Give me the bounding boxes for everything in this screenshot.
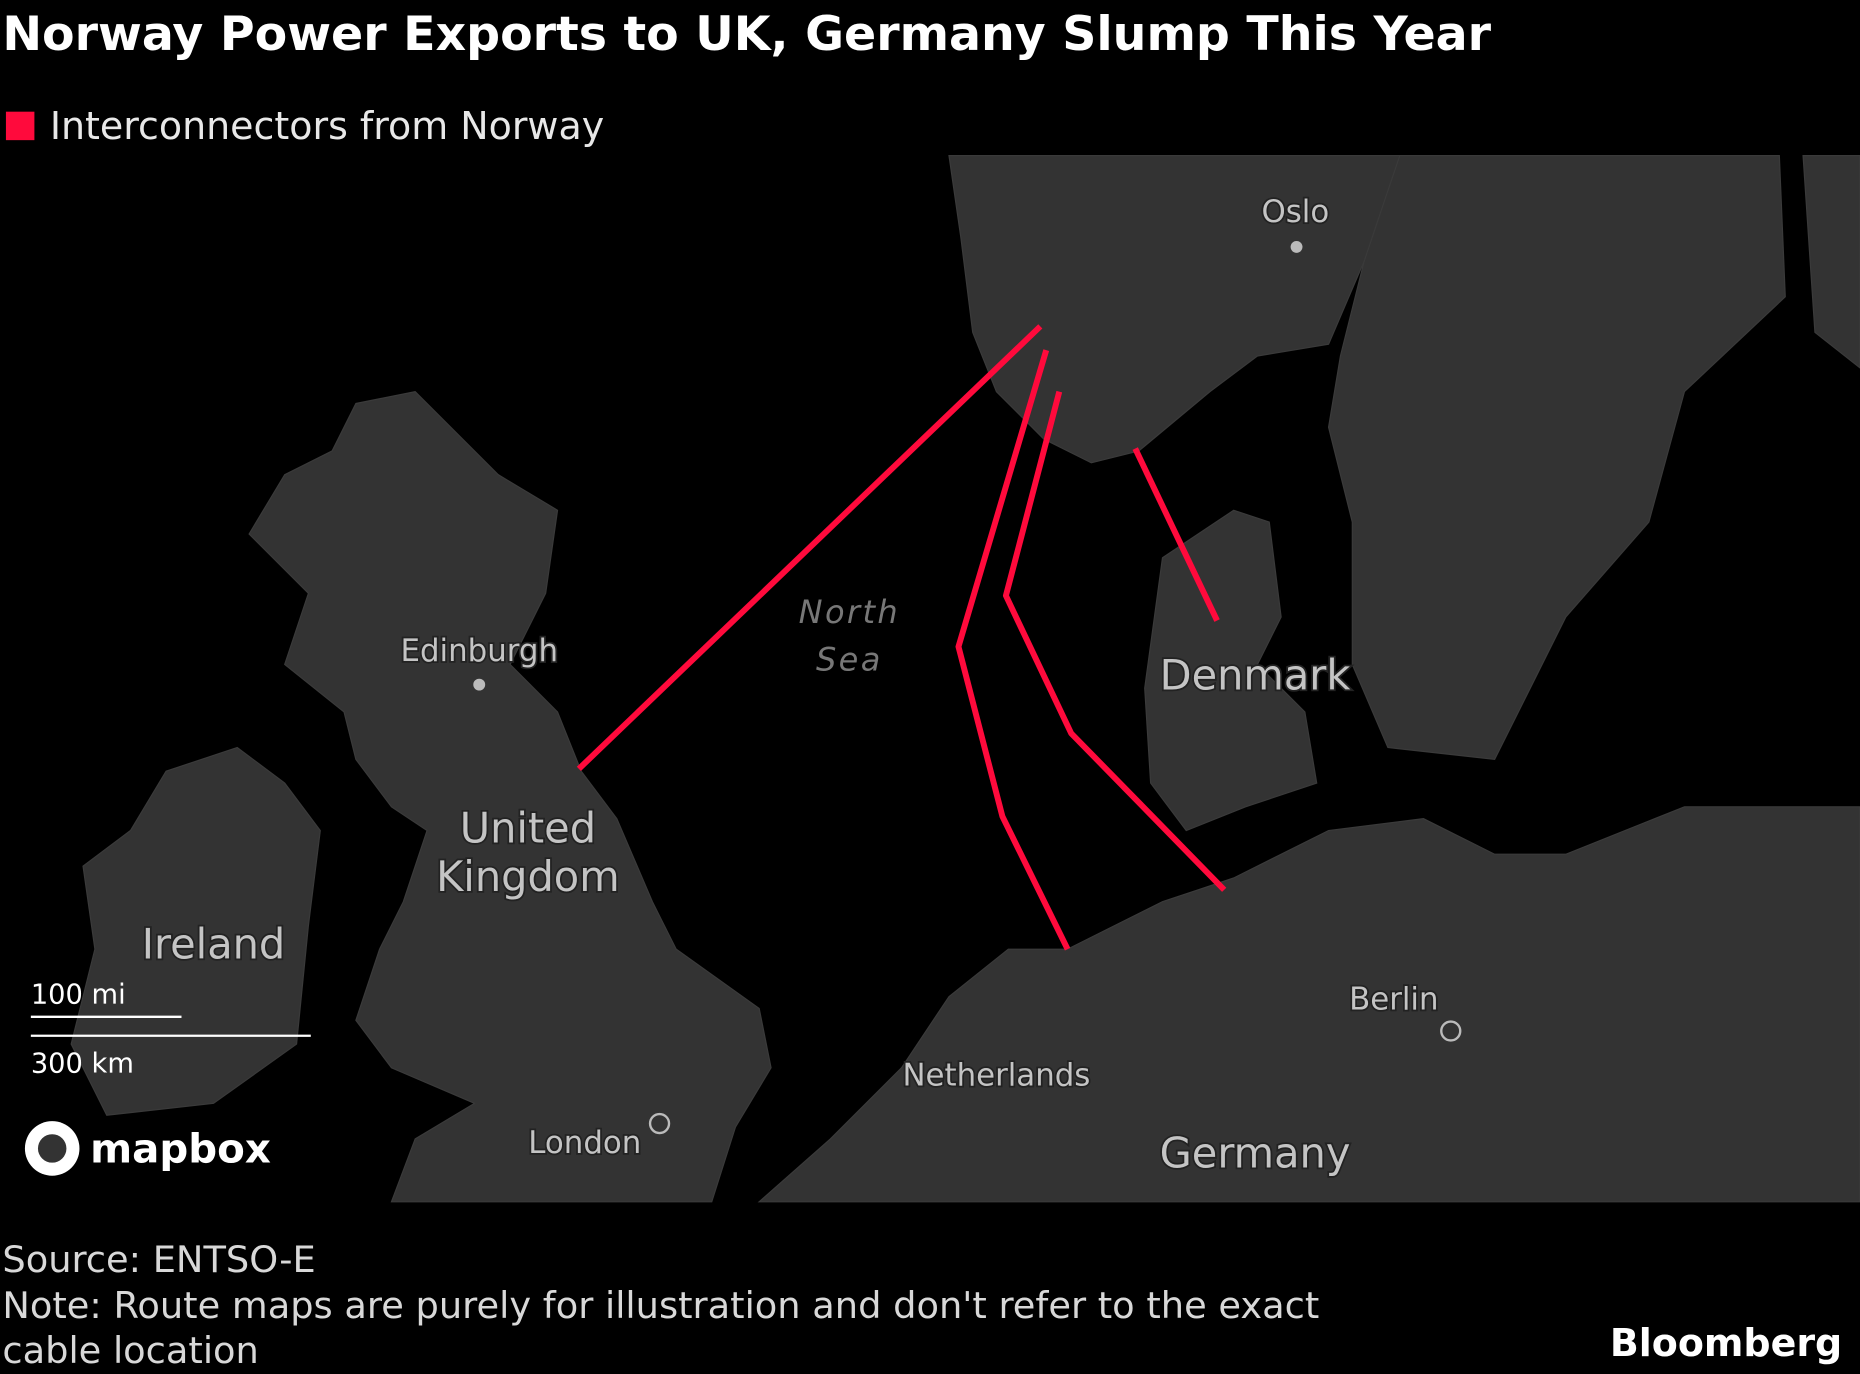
city-dot	[1290, 240, 1303, 253]
cable-uk	[576, 324, 1043, 771]
legend-label: Interconnectors from Norway	[50, 104, 604, 148]
cable-germany	[1002, 390, 1227, 892]
map: Oslo Edinburgh United Kingdom Ireland No…	[0, 154, 1860, 1203]
country-label: Ireland	[142, 920, 286, 969]
source: Source: ENTSO-E	[2, 1238, 315, 1281]
continent	[757, 806, 1860, 1203]
uk	[248, 390, 772, 1203]
scale-label: 100 mi	[31, 980, 126, 1011]
denmark	[1144, 509, 1318, 832]
scale-label: 300 km	[31, 1049, 134, 1080]
mapbox-logo-inner	[37, 1134, 67, 1163]
country-label: Denmark	[1160, 650, 1351, 699]
city-label: Edinburgh	[400, 633, 558, 669]
country-label: Kingdom	[436, 852, 620, 901]
country-label: United	[460, 803, 596, 852]
attribution: mapbox	[90, 1126, 271, 1173]
sweden	[1327, 154, 1786, 760]
capital-dot	[1440, 1020, 1462, 1042]
country-label: Netherlands	[902, 1058, 1090, 1094]
sea-label: North	[799, 593, 900, 631]
capital-dot	[648, 1112, 671, 1135]
city-label: Berlin	[1349, 982, 1438, 1018]
country-label: Germany	[1160, 1128, 1351, 1177]
finland	[1802, 154, 1860, 369]
note: cable location	[2, 1329, 258, 1372]
ireland	[70, 746, 321, 1116]
city-label: London	[528, 1125, 641, 1161]
city-dot	[473, 678, 486, 691]
cable-denmark	[1132, 447, 1220, 622]
brand: Bloomberg	[1610, 1321, 1842, 1365]
note: Note: Route maps are purely for illustra…	[2, 1284, 1319, 1327]
city-label: Oslo	[1261, 194, 1329, 230]
cable-netherlands	[955, 349, 1071, 951]
legend-swatch	[5, 111, 35, 141]
title: Norway Power Exports to UK, Germany Slum…	[2, 7, 1491, 62]
sea-label: Sea	[816, 640, 883, 678]
